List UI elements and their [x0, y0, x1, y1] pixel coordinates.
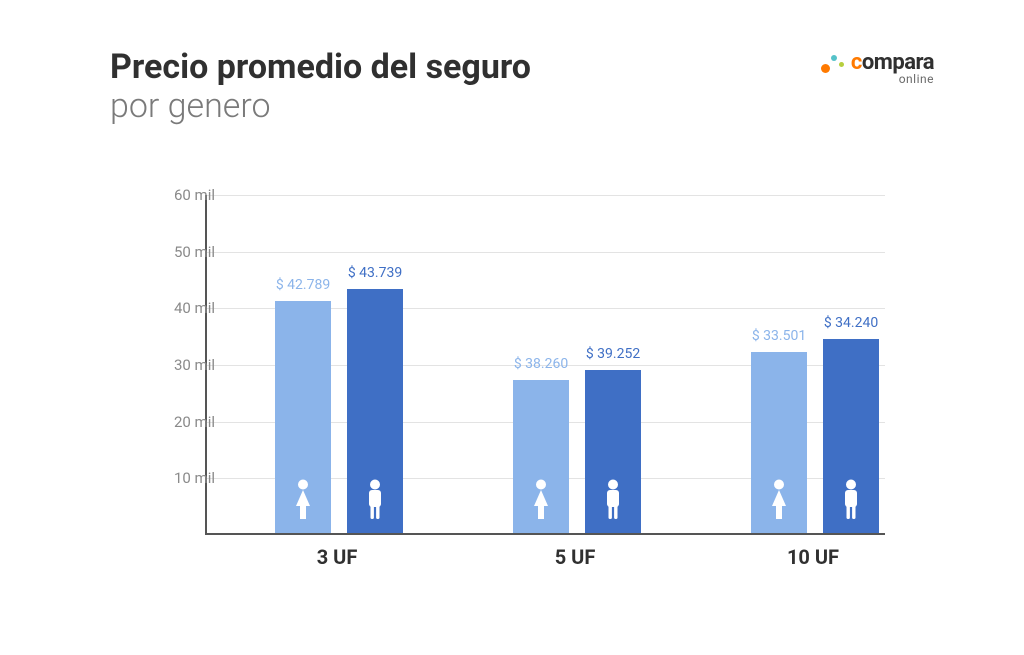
logo-dot-top-icon — [831, 55, 837, 61]
chart-bar-value-label: $ 43.739 — [348, 265, 402, 281]
chart-ytick-label: 10 mil — [145, 469, 215, 487]
chart-xcategory-label: 10 UF — [787, 545, 839, 569]
female-icon — [768, 479, 790, 525]
title-block: Precio promedio del seguro por genero — [110, 48, 531, 126]
chart-xcategory-label: 5 UF — [555, 545, 596, 569]
logo-dot-right-icon — [839, 62, 844, 67]
chart-gridline — [207, 252, 885, 253]
brand-logo: compara online — [821, 52, 934, 86]
chart-bar-value-label: $ 39.252 — [586, 346, 640, 362]
chart-bar-value-label: $ 34.240 — [824, 315, 878, 331]
chart-gridline — [207, 195, 885, 196]
chart-plot-area: $ 42.789 $ 43.739 $ 38.260 $ 39.252 $ 33.501… — [205, 195, 885, 535]
chart-ytick-label: 30 mil — [145, 356, 215, 374]
brand-logo-text-block: compara online — [851, 52, 934, 86]
title-sub: por genero — [110, 87, 531, 126]
price-by-gender-chart: $ 42.789 $ 43.739 $ 38.260 $ 39.252 $ 33.501… — [205, 195, 905, 565]
chart-bar-value-label: $ 38.260 — [514, 356, 568, 372]
chart-ytick-label: 60 mil — [145, 186, 215, 204]
infographic-stage: Precio promedio del seguro por genero co… — [0, 0, 1024, 655]
brand-logo-word: compara — [851, 52, 934, 74]
chart-ytick-label: 50 mil — [145, 243, 215, 261]
logo-dot-left-icon — [821, 64, 830, 73]
female-icon — [292, 479, 314, 525]
brand-logo-accent-letter: c — [851, 50, 862, 75]
male-icon — [602, 479, 624, 525]
chart-bar-value-label: $ 33.501 — [752, 328, 806, 344]
chart-xcategory-label: 3 UF — [317, 545, 358, 569]
chart-bar-value-label: $ 42.789 — [276, 277, 330, 293]
brand-logo-dots-icon — [821, 52, 847, 82]
male-icon — [840, 479, 862, 525]
title-main: Precio promedio del seguro — [110, 48, 531, 87]
chart-ytick-label: 20 mil — [145, 413, 215, 431]
male-icon — [364, 479, 386, 525]
chart-ytick-label: 40 mil — [145, 299, 215, 317]
female-icon — [530, 479, 552, 525]
